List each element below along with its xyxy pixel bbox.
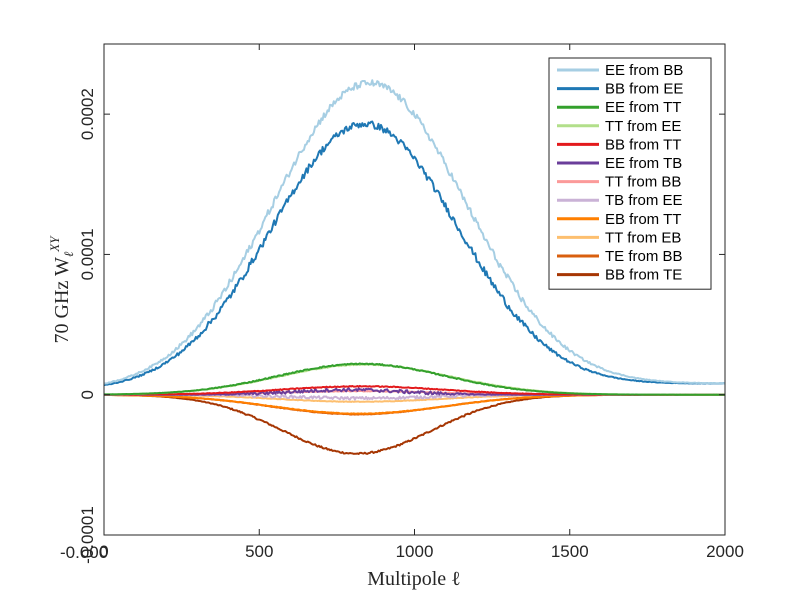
x-tick-label: 1000 [396, 542, 434, 561]
legend-entry: TT from EE [605, 118, 681, 135]
legend-entry: BB from EE [605, 81, 683, 98]
series-line-ee-from-bb [103, 79, 726, 385]
legend-entry: BB from TE [605, 267, 682, 284]
series-line-bb-from-ee [103, 120, 726, 387]
legend-entry: EE from BB [605, 62, 683, 79]
y-axis-label-prefix: 70 GHz W [51, 257, 73, 343]
legend-entry: BB from TT [605, 136, 681, 153]
legend-entry: EE from TT [605, 99, 681, 116]
y-axis-label-subscript: ℓ [61, 251, 76, 257]
legend-entry: TT from BB [605, 174, 681, 191]
corner-y-label: -0.000 [60, 543, 108, 562]
y-axis-label: 70 GHz WℓXY [47, 235, 76, 344]
y-tick-label: 0.0001 [78, 228, 97, 280]
legend-entry: TE from BB [605, 248, 683, 265]
legend-entry: EB from TT [605, 211, 681, 228]
y-tick-label: 0 [78, 390, 97, 399]
x-tick-label: 1500 [551, 542, 589, 561]
y-axis-label-superscript: XY [47, 235, 62, 253]
legend-entry: TB from EE [605, 192, 683, 209]
y-tick-label: -0.0001 [78, 506, 97, 564]
legend-entry: TT from EB [605, 229, 681, 246]
y-tick-label: 0.0002 [78, 88, 97, 140]
x-tick-label: 2000 [706, 542, 744, 561]
legend-entry: EE from TB [605, 155, 682, 172]
series-layer [103, 79, 726, 455]
series-line-ee-from-tt [103, 362, 726, 396]
x-tick-label: 0 [99, 542, 108, 561]
x-tick-label: 500 [245, 542, 273, 561]
x-axis-label: Multipole ℓ [367, 568, 460, 590]
legend-box [548, 57, 712, 290]
